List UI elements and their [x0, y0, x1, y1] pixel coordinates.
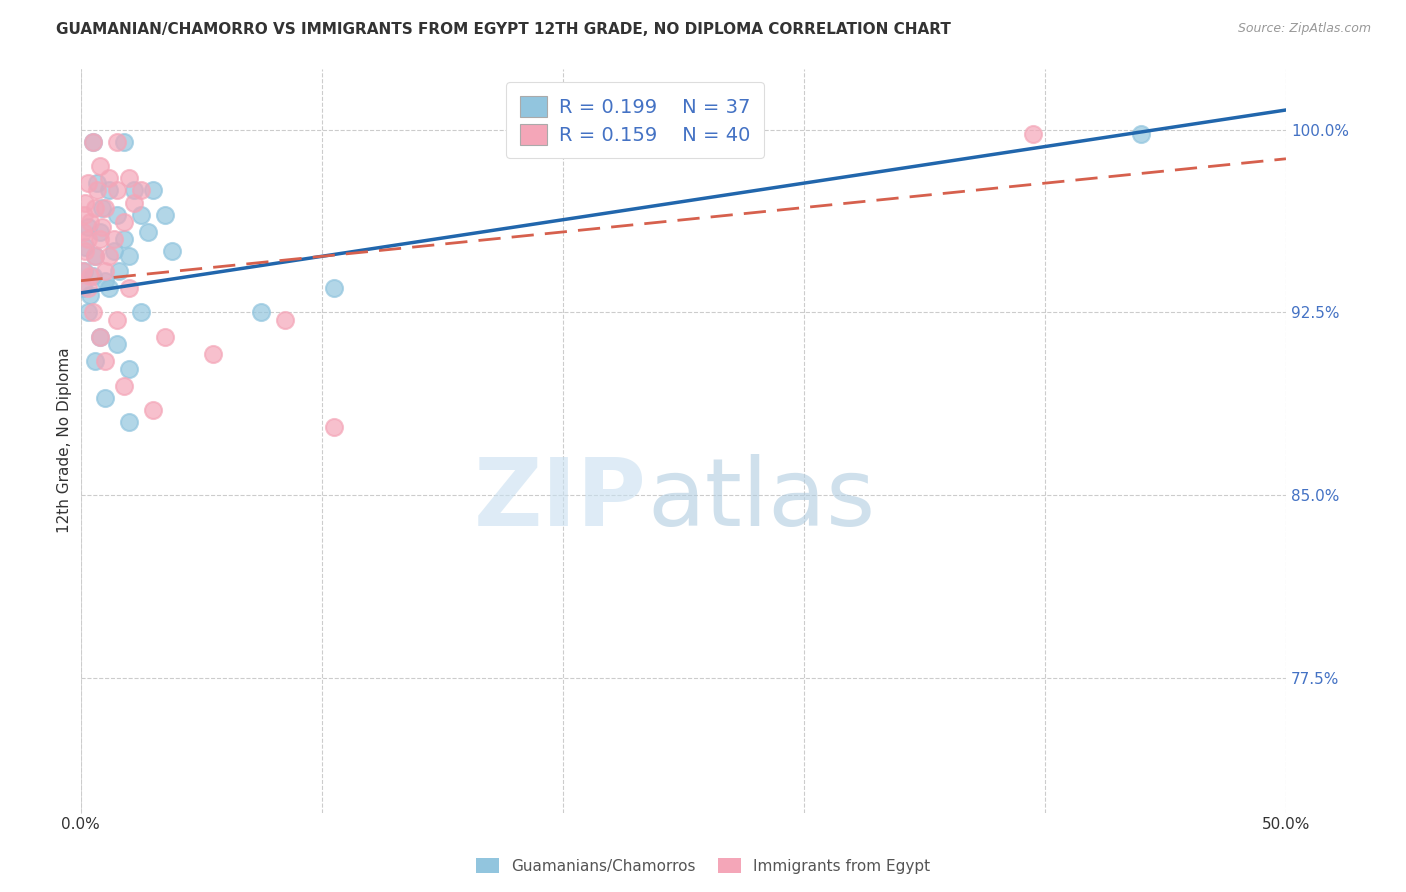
Point: [75, 239, 97, 253]
Point: [160, 244, 183, 259]
Point: [322, 420, 344, 434]
Point: [82, 305, 104, 319]
Point: [79, 268, 101, 283]
Point: [105, 135, 128, 149]
Text: Source: ZipAtlas.com: Source: ZipAtlas.com: [1237, 22, 1371, 36]
Y-axis label: 12th Grade, No Diploma: 12th Grade, No Diploma: [58, 348, 72, 533]
Point: [72, 264, 94, 278]
Point: [89, 330, 111, 344]
Point: [98, 171, 121, 186]
Point: [89, 232, 111, 246]
Point: [142, 403, 165, 417]
Point: [129, 305, 152, 319]
Point: [89, 225, 111, 239]
Point: [84, 249, 107, 263]
Point: [129, 208, 152, 222]
Point: [112, 378, 135, 392]
Point: [250, 305, 273, 319]
Point: [153, 208, 176, 222]
Point: [91, 220, 114, 235]
Legend: R = 0.199    N = 37, R = 0.159    N = 40: R = 0.199 N = 37, R = 0.159 N = 40: [506, 82, 763, 159]
Point: [105, 208, 128, 222]
Point: [98, 249, 121, 263]
Point: [105, 184, 128, 198]
Point: [82, 135, 104, 149]
Point: [82, 268, 104, 283]
Point: [129, 184, 152, 198]
Point: [105, 337, 128, 351]
Point: [89, 330, 111, 344]
Point: [118, 171, 141, 186]
Point: [112, 135, 135, 149]
Text: ZIP: ZIP: [474, 454, 647, 546]
Point: [103, 232, 125, 246]
Point: [274, 312, 297, 326]
Point: [103, 244, 125, 259]
Legend: Guamanians/Chamorros, Immigrants from Egypt: Guamanians/Chamorros, Immigrants from Eg…: [470, 852, 936, 880]
Point: [118, 281, 141, 295]
Point: [86, 176, 108, 190]
Point: [1022, 128, 1045, 142]
Point: [72, 281, 94, 295]
Point: [72, 225, 94, 239]
Point: [98, 184, 121, 198]
Text: atlas: atlas: [647, 454, 876, 546]
Point: [112, 215, 135, 229]
Point: [86, 184, 108, 198]
Point: [79, 215, 101, 229]
Point: [136, 225, 159, 239]
Point: [76, 232, 98, 246]
Point: [76, 220, 98, 235]
Point: [75, 195, 97, 210]
Point: [91, 201, 114, 215]
Point: [108, 264, 131, 278]
Point: [98, 281, 121, 295]
Point: [89, 159, 111, 173]
Point: [93, 264, 115, 278]
Point: [118, 361, 141, 376]
Point: [93, 201, 115, 215]
Point: [122, 184, 145, 198]
Point: [93, 391, 115, 405]
Point: [84, 249, 107, 263]
Point: [82, 135, 104, 149]
Point: [79, 288, 101, 302]
Point: [142, 184, 165, 198]
Point: [76, 281, 98, 295]
Point: [93, 274, 115, 288]
Point: [84, 354, 107, 368]
Point: [84, 201, 107, 215]
Point: [153, 330, 176, 344]
Point: [202, 347, 225, 361]
Point: [76, 176, 98, 190]
Point: [118, 415, 141, 429]
Text: GUAMANIAN/CHAMORRO VS IMMIGRANTS FROM EGYPT 12TH GRADE, NO DIPLOMA CORRELATION C: GUAMANIAN/CHAMORRO VS IMMIGRANTS FROM EG…: [56, 22, 950, 37]
Point: [76, 305, 98, 319]
Point: [1130, 128, 1153, 142]
Point: [105, 312, 128, 326]
Point: [73, 264, 96, 278]
Point: [118, 249, 141, 263]
Point: [122, 195, 145, 210]
Point: [112, 232, 135, 246]
Point: [93, 354, 115, 368]
Point: [73, 208, 96, 222]
Point: [75, 244, 97, 259]
Point: [322, 281, 344, 295]
